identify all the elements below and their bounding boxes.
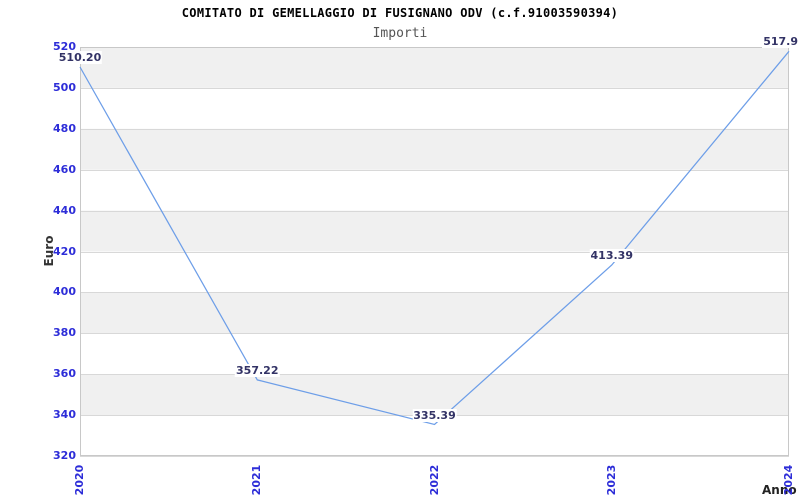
y-tick-label: 480 <box>53 121 76 135</box>
data-point-label: 335.39 <box>412 408 457 422</box>
x-tick-label: 2020 <box>73 464 86 496</box>
x-tick-label: 2021 <box>250 464 264 496</box>
y-tick-label: 440 <box>53 203 76 217</box>
data-point-label: 357.22 <box>235 363 280 377</box>
plot-band <box>80 128 789 170</box>
y-tick-label: 460 <box>53 162 76 176</box>
data-point-label: 510.20 <box>57 51 103 65</box>
x-tick-label: 2024 <box>782 464 795 496</box>
plot-band <box>80 210 789 252</box>
chart-subtitle: Importi <box>372 26 428 41</box>
y-tick-label: 360 <box>53 367 76 381</box>
plot-band <box>80 292 789 334</box>
data-line <box>79 50 790 426</box>
plot-band <box>80 47 789 88</box>
y-tick-label: 500 <box>53 80 76 94</box>
data-point-label: 517.9 <box>762 35 799 49</box>
x-tick-label: 2022 <box>427 464 441 496</box>
data-point-label: 413.39 <box>589 249 634 263</box>
plot-border <box>80 47 789 456</box>
y-tick-label: 380 <box>53 326 76 340</box>
y-tick-label: 320 <box>53 449 76 462</box>
y-tick-label: 520 <box>53 40 76 53</box>
chart-title: COMITATO DI GEMELLAGGIO DI FUSIGNANO ODV… <box>181 6 619 20</box>
plot-band <box>80 374 789 416</box>
y-tick-label: 400 <box>53 285 76 299</box>
y-tick-label: 340 <box>53 408 76 422</box>
x-axis-title: Anno <box>762 483 797 497</box>
x-tick-label: 2023 <box>604 464 618 496</box>
y-tick-label: 420 <box>53 244 76 258</box>
